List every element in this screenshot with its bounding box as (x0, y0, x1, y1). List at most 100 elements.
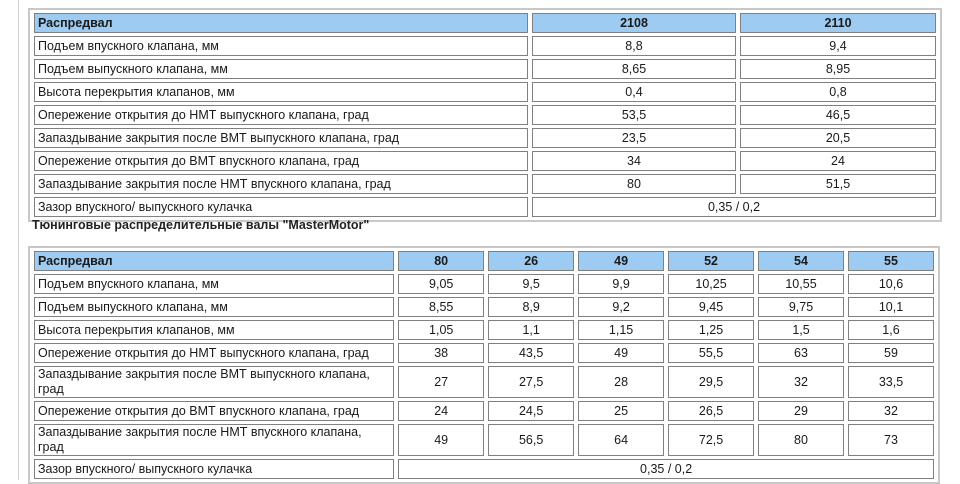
cell-value: 1,15 (578, 320, 665, 340)
table-row: Подъем выпускного клапана, мм 8,65 8,95 (34, 59, 936, 79)
row-label: Запаздывание закрытия после ВМТ выпускно… (34, 366, 395, 398)
header-52: 52 (668, 251, 755, 271)
table-row: Опережение открытия до НМТ выпускного кл… (34, 105, 936, 125)
table-row: Высота перекрытия клапанов, мм 0,4 0,8 (34, 82, 936, 102)
cell-value: 53,5 (532, 105, 736, 125)
table-row: Опережение открытия до НМТ выпускного кл… (34, 343, 934, 363)
table-row: Подъем впускного клапана, мм 9,05 9,5 9,… (34, 274, 934, 294)
cell-value: 32 (847, 401, 934, 421)
header-55: 55 (847, 251, 934, 271)
cell-value: 26,5 (668, 401, 755, 421)
cell-value: 10,1 (847, 297, 934, 317)
cell-value: 9,05 (398, 274, 485, 294)
cell-value: 72,5 (668, 424, 755, 456)
section-subtitle: Тюнинговые распределительные валы "Maste… (32, 218, 370, 232)
header-2108: 2108 (532, 13, 736, 33)
cell-value: 27,5 (488, 366, 575, 398)
table-header-row: Распредвал 80 26 49 52 54 55 (34, 251, 934, 271)
header-camshaft: Распредвал (34, 251, 395, 271)
table-row: Запаздывание закрытия после НМТ впускног… (34, 174, 936, 194)
cell-value: 1,05 (398, 320, 485, 340)
cell-value: 43,5 (488, 343, 575, 363)
cell-value: 25 (578, 401, 665, 421)
cell-value: 23,5 (532, 128, 736, 148)
cell-value: 9,9 (578, 274, 665, 294)
table-row: Подъем впускного клапана, мм 8,8 9,4 (34, 36, 936, 56)
cell-value: 49 (398, 424, 485, 456)
table-row: Опережение открытия до ВМТ впускного кла… (34, 151, 936, 171)
cell-value: 0,35 / 0,2 (398, 459, 934, 479)
cell-value: 8,95 (740, 59, 936, 79)
cell-value: 9,45 (668, 297, 755, 317)
cell-value: 10,55 (758, 274, 844, 294)
table-row: Зазор впускного/ выпускного кулачка 0,35… (34, 459, 934, 479)
row-label: Подъем выпускного клапана, мм (34, 297, 395, 317)
cell-value: 0,35 / 0,2 (532, 197, 936, 217)
header-80: 80 (398, 251, 485, 271)
row-label: Высота перекрытия клапанов, мм (34, 82, 528, 102)
cell-value: 0,4 (532, 82, 736, 102)
cell-value: 1,1 (488, 320, 575, 340)
row-label: Опережение открытия до ВМТ впускного кла… (34, 401, 395, 421)
table-row: Высота перекрытия клапанов, мм 1,05 1,1 … (34, 320, 934, 340)
cell-value: 8,8 (532, 36, 736, 56)
cell-value: 10,6 (847, 274, 934, 294)
cell-value: 63 (758, 343, 844, 363)
cell-value: 8,55 (398, 297, 485, 317)
cell-value: 49 (578, 343, 665, 363)
row-label: Зазор впускного/ выпускного кулачка (34, 197, 528, 217)
cell-value: 32 (758, 366, 844, 398)
row-label: Подъем выпускного клапана, мм (34, 59, 528, 79)
cell-value: 29,5 (668, 366, 755, 398)
row-label: Подъем впускного клапана, мм (34, 274, 395, 294)
row-label: Высота перекрытия клапанов, мм (34, 320, 395, 340)
table-row: Зазор впускного/ выпускного кулачка 0,35… (34, 197, 936, 217)
header-54: 54 (758, 251, 844, 271)
table-row: Опережение открытия до ВМТ впускного кла… (34, 401, 934, 421)
cell-value: 33,5 (847, 366, 934, 398)
cell-value: 56,5 (488, 424, 575, 456)
cell-value: 8,9 (488, 297, 575, 317)
cell-value: 59 (847, 343, 934, 363)
header-49: 49 (578, 251, 665, 271)
row-label: Запаздывание закрытия после НМТ впускног… (34, 174, 528, 194)
row-label: Запаздывание закрытия после ВМТ выпускно… (34, 128, 528, 148)
table-row: Запаздывание закрытия после НМТ впускног… (34, 424, 934, 456)
table-row: Подъем выпускного клапана, мм 8,55 8,9 9… (34, 297, 934, 317)
cell-value: 1,25 (668, 320, 755, 340)
header-camshaft: Распредвал (34, 13, 528, 33)
table-header-row: Распредвал 2108 2110 (34, 13, 936, 33)
cell-value: 29 (758, 401, 844, 421)
page-left-rule (18, 0, 19, 480)
row-label: Зазор впускного/ выпускного кулачка (34, 459, 395, 479)
cell-value: 51,5 (740, 174, 936, 194)
cell-value: 20,5 (740, 128, 936, 148)
cell-value: 9,2 (578, 297, 665, 317)
cell-value: 73 (847, 424, 934, 456)
table-row: Запаздывание закрытия после ВМТ выпускно… (34, 128, 936, 148)
cell-value: 46,5 (740, 105, 936, 125)
header-2110: 2110 (740, 13, 936, 33)
cell-value: 24 (398, 401, 485, 421)
row-label: Подъем впускного клапана, мм (34, 36, 528, 56)
cell-value: 1,5 (758, 320, 844, 340)
stock-camshaft-table: Распредвал 2108 2110 Подъем впускного кл… (28, 8, 942, 222)
cell-value: 80 (532, 174, 736, 194)
cell-value: 55,5 (668, 343, 755, 363)
mastermotor-camshaft-table: Распредвал 80 26 49 52 54 55 Подъем впус… (28, 246, 940, 484)
cell-value: 64 (578, 424, 665, 456)
cell-value: 9,75 (758, 297, 844, 317)
cell-value: 9,5 (488, 274, 575, 294)
header-26: 26 (488, 251, 575, 271)
cell-value: 8,65 (532, 59, 736, 79)
cell-value: 80 (758, 424, 844, 456)
cell-value: 38 (398, 343, 485, 363)
cell-value: 0,8 (740, 82, 936, 102)
row-label: Запаздывание закрытия после НМТ впускног… (34, 424, 395, 456)
cell-value: 9,4 (740, 36, 936, 56)
cell-value: 1,6 (847, 320, 934, 340)
row-label: Опережение открытия до ВМТ впускного кла… (34, 151, 528, 171)
cell-value: 24 (740, 151, 936, 171)
cell-value: 28 (578, 366, 665, 398)
cell-value: 34 (532, 151, 736, 171)
